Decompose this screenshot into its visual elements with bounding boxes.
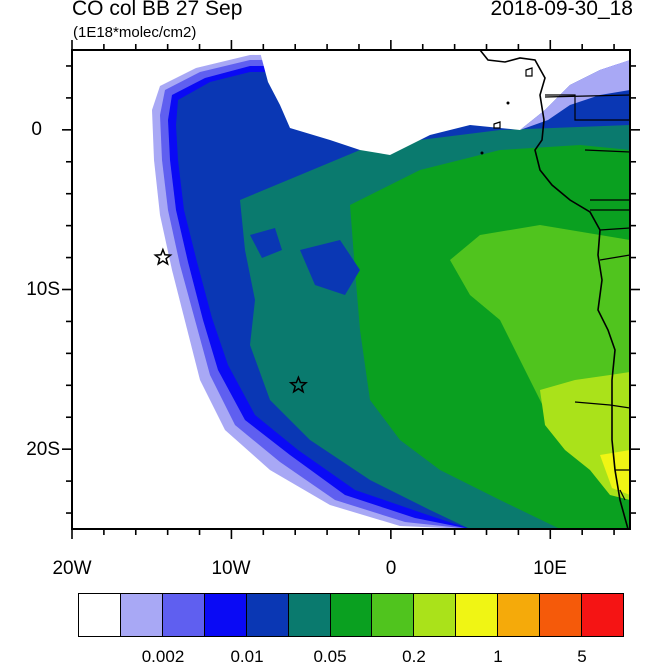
timestamp: 2018-09-30_18 (490, 0, 633, 20)
colorbar-box-9 (456, 594, 499, 636)
field-blob-2 (250, 228, 282, 258)
island-dot (480, 151, 484, 155)
colorbar-box-4 (246, 594, 289, 636)
lat-label-10s: 10S (26, 279, 60, 300)
colorbar-label-1: 1 (493, 647, 503, 666)
colorbar-label-0002: 0.002 (141, 647, 185, 666)
lon-label-20w: 20W (52, 558, 92, 579)
colorbar-box-7 (372, 594, 415, 636)
colorbar-box-11 (540, 594, 583, 636)
colorbar (78, 593, 624, 637)
colorbar-box-8 (414, 594, 457, 636)
axis-ticks (62, 40, 640, 539)
lon-label-0: 0 (385, 558, 397, 579)
country-borders (544, 94, 630, 501)
star-marker-1 (153, 247, 173, 266)
island-outline (525, 67, 533, 77)
colorbar-box-0 (79, 594, 121, 636)
colorbar-label-001: 0.01 (230, 647, 264, 666)
map-markers (153, 247, 308, 394)
field-blob-1 (300, 240, 360, 295)
colorbar-box-10 (498, 594, 541, 636)
field-level-0 (260, 50, 630, 155)
colorbar-box-1 (120, 594, 163, 636)
lat-label-0: 0 (31, 119, 42, 140)
island-outline-2 (493, 121, 501, 129)
colorbar-box-12 (582, 594, 623, 636)
star-marker-2 (288, 375, 308, 394)
lon-label-10e: 10E (533, 558, 567, 579)
colorbar-label-5: 5 (577, 647, 587, 666)
colorbar-box-6 (330, 594, 373, 636)
chart-title: CO col BB 27 Sep (72, 0, 243, 20)
colorbar-box-5 (288, 594, 331, 636)
colorbar-box-2 (162, 594, 205, 636)
map-field (152, 50, 630, 529)
colorbar-label-02: 0.2 (402, 647, 426, 666)
colorbar-label-005: 0.05 (313, 647, 347, 666)
colorbar-box-3 (204, 594, 247, 636)
lon-label-10w: 10W (211, 558, 251, 579)
lat-label-20s: 20S (26, 439, 60, 460)
island-dot-2 (506, 101, 510, 105)
chart-subtitle: (1E18*molec/cm2) (73, 24, 197, 41)
